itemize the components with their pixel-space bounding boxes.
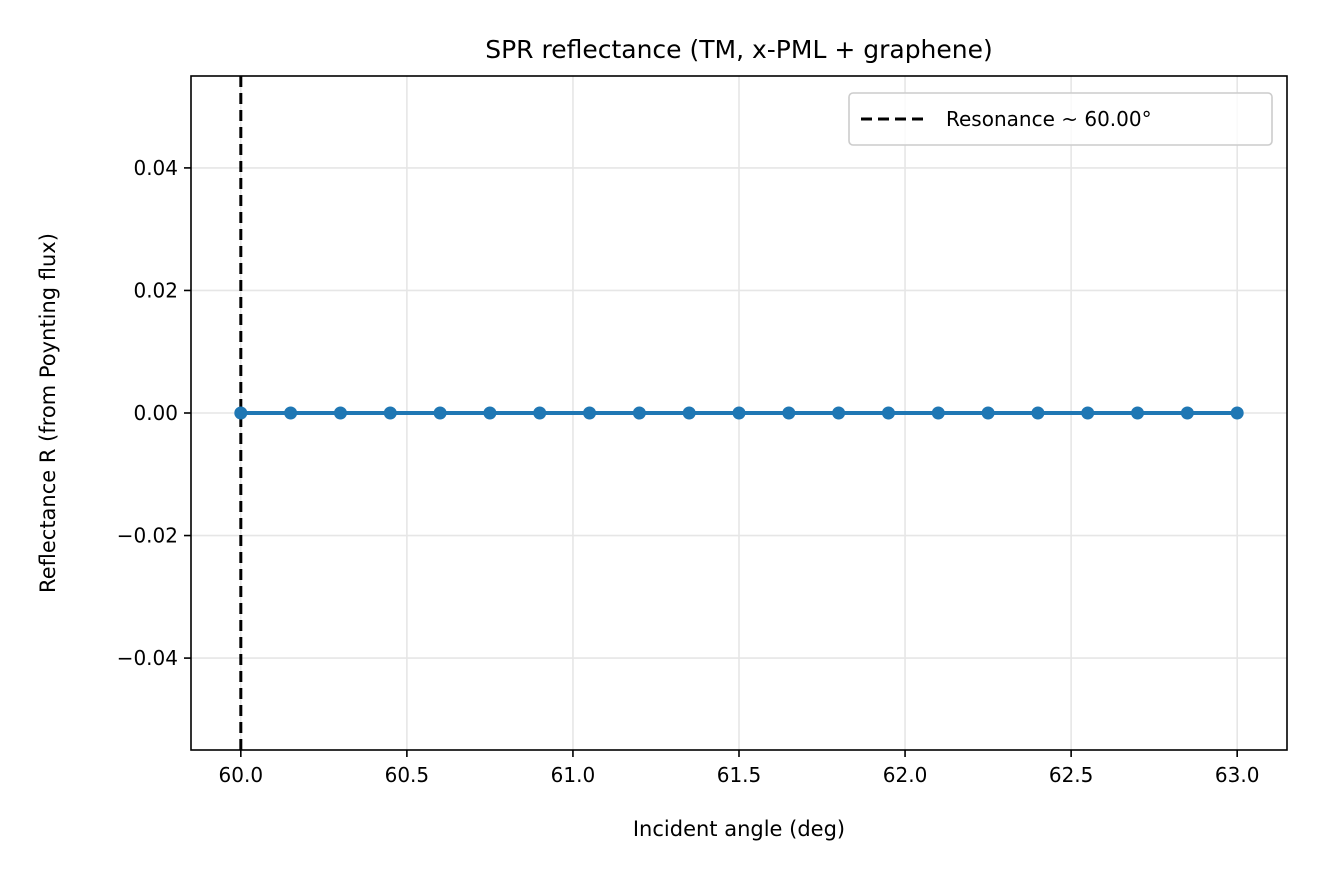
y-tick-label: 0.00 xyxy=(133,401,178,425)
x-tick-label: 63.0 xyxy=(1215,763,1260,787)
data-point xyxy=(1031,406,1045,420)
x-tick-label: 60.5 xyxy=(385,763,430,787)
data-point xyxy=(682,406,696,420)
y-axis-label: Reflectance R (from Poynting flux) xyxy=(36,233,60,593)
data-point xyxy=(931,406,945,420)
data-point xyxy=(583,406,597,420)
chart-title: SPR reflectance (TM, x-PML + graphene) xyxy=(485,35,993,64)
data-point xyxy=(981,406,995,420)
y-axis-ticks: −0.04 −0.02 0.00 0.02 0.04 xyxy=(117,156,191,670)
series-group xyxy=(234,406,1244,420)
x-tick-label: 61.0 xyxy=(551,763,596,787)
data-point xyxy=(433,406,447,420)
x-tick-label: 60.0 xyxy=(219,763,264,787)
data-point xyxy=(483,406,497,420)
legend-box xyxy=(848,92,1273,146)
data-point xyxy=(234,406,248,420)
legend: Resonance ~ 60.00° xyxy=(848,92,1273,146)
x-axis-label: Incident angle (deg) xyxy=(633,817,845,841)
data-point xyxy=(632,406,646,420)
data-point xyxy=(1180,406,1194,420)
data-point xyxy=(1131,406,1145,420)
y-tick-label: −0.02 xyxy=(117,524,178,548)
y-tick-label: 0.04 xyxy=(133,156,178,180)
legend-label-resonance: Resonance ~ 60.00° xyxy=(946,107,1152,131)
y-tick-label: 0.02 xyxy=(133,278,178,302)
data-point xyxy=(732,406,746,420)
data-point xyxy=(1081,406,1095,420)
y-tick-label: −0.04 xyxy=(117,646,178,670)
data-point xyxy=(832,406,846,420)
data-point xyxy=(1230,406,1244,420)
data-point xyxy=(383,406,397,420)
data-point xyxy=(782,406,796,420)
data-point xyxy=(284,406,298,420)
x-tick-label: 61.5 xyxy=(717,763,762,787)
x-tick-label: 62.0 xyxy=(883,763,928,787)
x-axis-ticks: 60.0 60.5 61.0 61.5 62.0 62.5 63.0 xyxy=(219,750,1260,787)
data-point xyxy=(881,406,895,420)
data-point xyxy=(333,406,347,420)
data-point xyxy=(533,406,547,420)
x-tick-label: 62.5 xyxy=(1049,763,1094,787)
